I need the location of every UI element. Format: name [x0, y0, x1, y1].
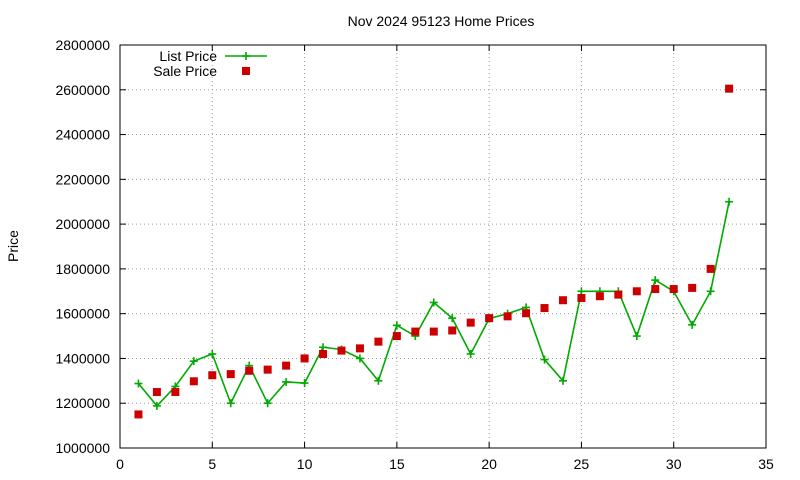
- list-price-point: [392, 321, 401, 330]
- sale-price-point: [725, 84, 734, 93]
- sale-price-point: [282, 361, 291, 370]
- x-tick-label: 0: [116, 456, 124, 472]
- list-price-point: [725, 197, 734, 206]
- sale-price-point: [319, 349, 328, 358]
- y-tick-label: 1000000: [55, 440, 110, 456]
- list-price-point: [706, 287, 715, 296]
- axis-ticks: 1000000 1200000 1400000 1600000 1800000 20000…: [55, 37, 774, 472]
- list-price-point: [374, 376, 383, 385]
- x-tick-label: 35: [758, 456, 774, 472]
- list-price-point: [688, 320, 697, 329]
- sale-price-point: [632, 287, 641, 296]
- list-price-point: [319, 343, 328, 352]
- sale-price-point: [706, 264, 715, 273]
- sale-price-point: [522, 309, 531, 318]
- sale-price-point: [688, 283, 697, 292]
- sale-price-point: [429, 327, 438, 336]
- list-price-point: [651, 276, 660, 285]
- sale-price-point: [226, 370, 235, 379]
- chart-title: Nov 2024 95123 Home Prices: [348, 13, 535, 29]
- y-tick-label: 1800000: [55, 261, 110, 277]
- sale-price-point: [245, 366, 254, 375]
- list-price-point: [226, 399, 235, 408]
- sale-price-point: [392, 332, 401, 341]
- y-tick-label: 2200000: [55, 171, 110, 187]
- sale-price-point: [208, 371, 217, 380]
- list-price-point: [355, 354, 364, 363]
- legend-square-marker: [242, 67, 250, 75]
- sale-price-point: [651, 285, 660, 294]
- sale-price-point: [485, 314, 494, 323]
- sale-price-point: [614, 290, 623, 299]
- sale-price-point: [558, 296, 567, 305]
- y-tick-label: 1400000: [55, 350, 110, 366]
- sale-price-point: [152, 388, 161, 397]
- sale-price-point: [503, 312, 512, 321]
- y-tick-label: 2400000: [55, 127, 110, 143]
- list-price-point: [300, 379, 309, 388]
- list-price-point: [282, 377, 291, 386]
- sale-price-point: [577, 293, 586, 302]
- sale-price-point: [374, 337, 383, 346]
- y-axis-label: Price: [5, 230, 21, 262]
- list-price-point: [558, 376, 567, 385]
- x-tick-label: 5: [208, 456, 216, 472]
- legend-plus-marker: [242, 52, 250, 60]
- list-price-point: [189, 357, 198, 366]
- x-tick-label: 25: [574, 456, 590, 472]
- grid-lines: [120, 45, 766, 448]
- sale-price-point: [189, 377, 198, 386]
- list-price-point: [577, 287, 586, 296]
- plot-area-frame: [119, 44, 767, 449]
- list-price-point: [152, 401, 161, 410]
- series-layer: [134, 84, 734, 419]
- x-tick-label: 10: [297, 456, 313, 472]
- list-price-point: [540, 355, 549, 364]
- sale-price-point: [540, 304, 549, 313]
- series-list-price: [134, 197, 734, 410]
- sale-price-point: [300, 354, 309, 363]
- y-tick-label: 2000000: [55, 216, 110, 232]
- list-price-point: [448, 314, 457, 323]
- list-price-point: [632, 332, 641, 341]
- y-tick-label: 1200000: [55, 395, 110, 411]
- legend-label: Sale Price: [153, 63, 217, 79]
- y-tick-label: 2800000: [55, 37, 110, 53]
- sale-price-point: [337, 346, 346, 355]
- sale-price-point: [448, 326, 457, 335]
- legend-label: List Price: [159, 48, 217, 64]
- list-price-point: [263, 399, 272, 408]
- list-price-point: [208, 349, 217, 358]
- sale-price-point: [669, 285, 678, 294]
- x-tick-label: 20: [481, 456, 497, 472]
- y-tick-label: 2600000: [55, 82, 110, 98]
- sale-price-point: [595, 292, 604, 301]
- sale-price-point: [466, 318, 475, 327]
- sale-price-point: [355, 344, 364, 353]
- list-price-point: [134, 379, 143, 388]
- x-tick-label: 15: [389, 456, 405, 472]
- sale-price-point: [411, 327, 420, 336]
- x-tick-label: 30: [666, 456, 682, 472]
- list-price-point: [429, 298, 438, 307]
- sale-price-point: [134, 410, 143, 419]
- sale-price-point: [171, 388, 180, 397]
- list-price-point: [466, 349, 475, 358]
- sale-price-point: [263, 365, 272, 374]
- y-tick-label: 1600000: [55, 306, 110, 322]
- series-sale-price: [134, 84, 734, 419]
